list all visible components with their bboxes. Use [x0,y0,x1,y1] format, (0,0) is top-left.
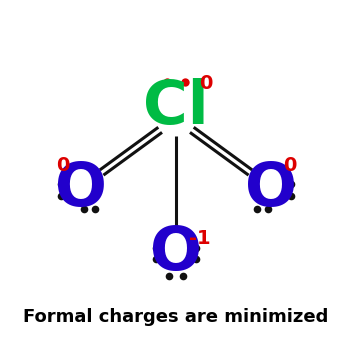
Text: Formal charges are minimized: Formal charges are minimized [23,308,329,326]
Text: O: O [55,160,107,220]
Text: O: O [245,160,297,220]
Text: 0: 0 [199,75,213,93]
Text: O: O [150,224,202,283]
Text: Cl: Cl [143,78,209,137]
Text: 0: 0 [56,156,69,175]
Text: 0: 0 [283,156,296,175]
Text: -1: -1 [189,229,210,248]
